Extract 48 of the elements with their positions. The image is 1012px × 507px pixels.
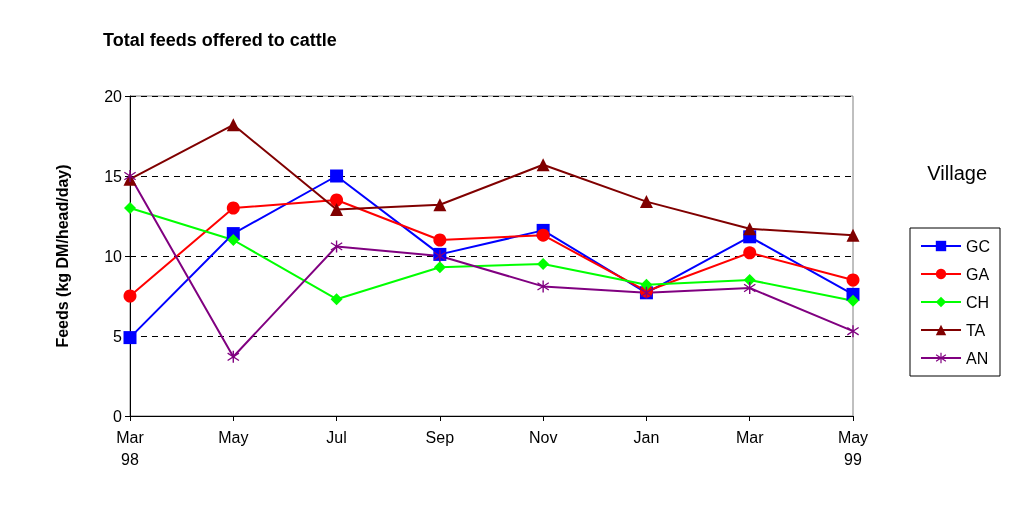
legend-label: GA	[966, 265, 990, 283]
y-tick-label: 5	[113, 327, 123, 345]
x-tick-label: Nov	[528, 428, 558, 446]
point	[536, 228, 550, 242]
x-tick-label: Jan	[633, 428, 660, 446]
point	[330, 169, 344, 183]
y-tick-label: 0	[113, 407, 123, 425]
point	[846, 273, 860, 287]
point	[537, 280, 550, 293]
legend-label: GC	[966, 237, 990, 255]
x-tick-label: Mar	[735, 428, 765, 446]
x-tick-label: Mar 98	[116, 428, 145, 468]
point	[847, 325, 859, 338]
legend-title: Village	[927, 162, 988, 184]
point	[330, 293, 343, 306]
point	[123, 289, 137, 303]
point	[847, 294, 859, 307]
point	[226, 201, 240, 215]
point	[433, 261, 446, 274]
point	[330, 193, 344, 207]
y-tick-label: 20	[104, 87, 123, 105]
point	[743, 222, 757, 236]
y-axis-title: Feeds (kg DM/head/day)	[53, 164, 71, 348]
point	[536, 158, 550, 172]
x-tick-label: Jul	[326, 428, 347, 446]
point	[743, 274, 756, 286]
legend-label: AN	[966, 349, 989, 367]
point	[743, 246, 757, 260]
legend-label: TA	[966, 321, 986, 339]
point	[433, 198, 447, 212]
point	[330, 203, 344, 217]
point	[124, 170, 136, 182]
point	[846, 228, 860, 242]
point	[227, 234, 240, 246]
x-tick-label: May	[218, 428, 249, 446]
legend-label: CH	[966, 293, 990, 311]
chart-title: Total feeds offered to cattle	[103, 30, 337, 50]
y-tick-label: 15	[104, 167, 123, 185]
y-tick-label: 10	[104, 247, 123, 265]
x-tick-label: Sep	[425, 428, 455, 446]
point	[226, 118, 240, 132]
point	[537, 258, 550, 270]
point	[639, 195, 653, 209]
x-tick-label: May 99	[837, 428, 869, 468]
point	[124, 202, 136, 214]
point	[123, 331, 137, 345]
point	[640, 278, 653, 291]
point	[433, 233, 447, 247]
